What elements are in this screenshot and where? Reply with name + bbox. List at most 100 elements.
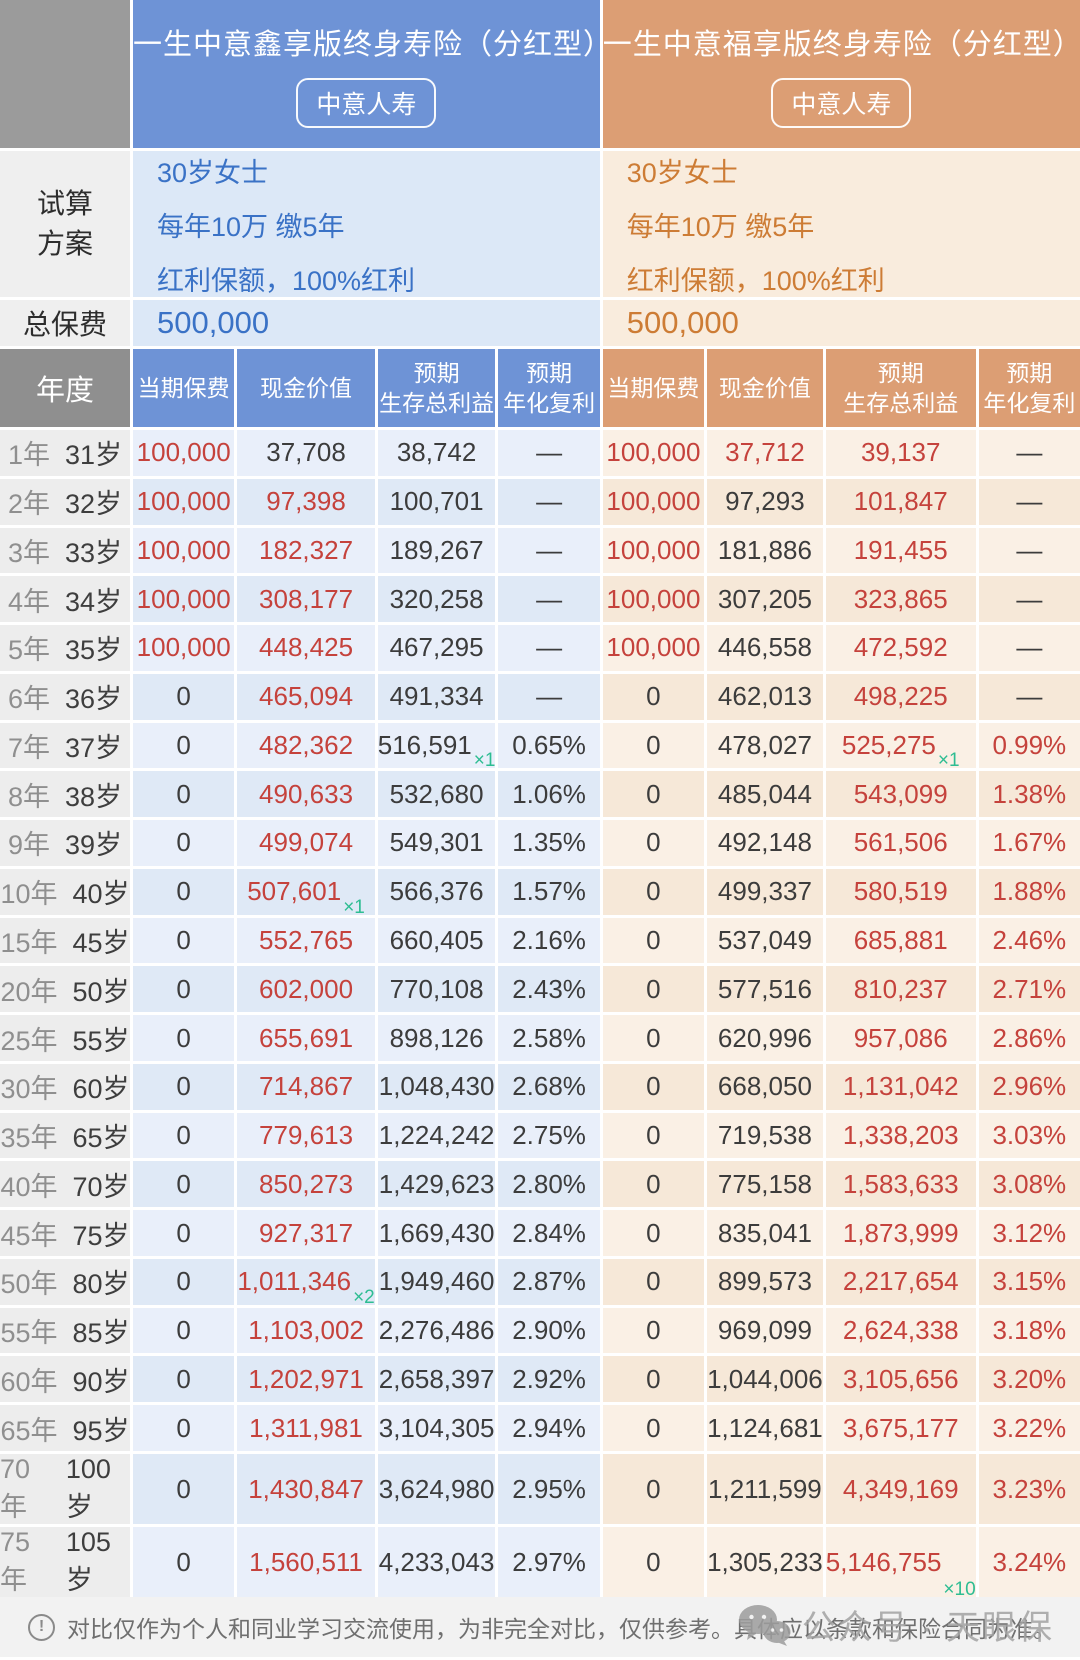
value-cell: 0 (133, 1210, 235, 1256)
value-cell: 2.84% (498, 1210, 600, 1256)
value-cell: 2,276,486 (377, 1307, 496, 1354)
value-cell: 1.38% (978, 771, 1080, 818)
value-cell: — (498, 430, 600, 476)
value-cell: — (978, 478, 1080, 525)
year-cell: 9年 39岁 (0, 820, 130, 866)
value-cell: 191,455 (825, 527, 976, 574)
value-cell: 898,126 (377, 1015, 496, 1061)
value-cell: 1.35% (498, 820, 600, 866)
year-cell: 40年 70岁 (0, 1161, 130, 1208)
value-cell: 580,519 (825, 868, 976, 915)
value-cell: 1,124,681 (707, 1405, 823, 1451)
value-cell: 1.57% (498, 868, 600, 915)
value-cell: 0 (133, 1063, 235, 1110)
insurer-badge-left: 中意人寿 (296, 77, 437, 128)
product-title-left: 一生中意鑫享版终身寿险（分红型） (133, 28, 614, 61)
column-header: 现金价值 (707, 349, 823, 427)
value-cell: 100,000 (602, 576, 705, 623)
value-cell: 2.86% (978, 1015, 1080, 1061)
value-cell: — (978, 430, 1080, 476)
value-cell: 775,158 (707, 1161, 823, 1208)
value-cell: 1,338,203 (825, 1112, 976, 1159)
value-cell: 2.80% (498, 1161, 600, 1208)
insurer-badge-right: 中意人寿 (771, 77, 912, 128)
value-cell: 189,267 (377, 527, 496, 574)
value-cell: 100,000 (133, 576, 235, 623)
value-cell: 2.71% (978, 966, 1080, 1013)
value-cell: 714,867 (237, 1063, 375, 1110)
value-cell: 1,430,847 (237, 1454, 375, 1524)
value-cell: 482,362 (237, 722, 375, 769)
value-cell: 3.20% (978, 1356, 1080, 1403)
value-cell: 499,074 (237, 820, 375, 866)
value-cell: — (498, 527, 600, 574)
value-cell: 462,013 (707, 673, 823, 720)
watermark-text: 公众号 · 天眼保 (801, 1609, 1054, 1647)
year-cell: 50年 80岁 (0, 1258, 130, 1305)
value-cell: 1,305,233 (707, 1527, 823, 1597)
value-cell: 810,237 (825, 966, 976, 1013)
value-cell: — (978, 576, 1080, 623)
value-cell: 0 (133, 1112, 235, 1159)
value-cell: 448,425 (237, 625, 375, 671)
value-cell: 323,865 (825, 576, 976, 623)
year-cell: 45年 75岁 (0, 1210, 130, 1256)
corner-block (0, 0, 130, 148)
value-cell: 2.58% (498, 1015, 600, 1061)
value-cell: 4,349,169 (825, 1454, 976, 1524)
value-cell: 3,675,177 (825, 1405, 976, 1451)
year-cell: 3年 33岁 (0, 527, 130, 574)
total-premium-label: 总保费 (0, 300, 130, 346)
value-cell: 0 (602, 1405, 705, 1451)
value-cell: 0 (133, 1527, 235, 1597)
value-cell: 685,881 (825, 917, 976, 964)
value-cell: 1.88% (978, 868, 1080, 915)
value-cell: 2.94% (498, 1405, 600, 1451)
value-cell: 0 (602, 722, 705, 769)
value-cell: 2.92% (498, 1356, 600, 1403)
value-cell: 0 (602, 966, 705, 1013)
value-cell: 100,000 (602, 478, 705, 525)
value-cell: 532,680 (377, 771, 496, 818)
plan-details-left: 30岁女士 每年10万 缴5年 红利保额，100%红利 (133, 151, 600, 297)
value-cell: 490,633 (237, 771, 375, 818)
year-cell: 25年 55岁 (0, 1015, 130, 1061)
value-cell: 100,000 (133, 430, 235, 476)
value-cell: 0 (602, 820, 705, 866)
value-cell: 485,044 (707, 771, 823, 818)
value-cell: 0.99% (978, 722, 1080, 769)
value-cell: 0 (602, 1307, 705, 1354)
value-cell: 668,050 (707, 1063, 823, 1110)
value-cell: 3.23% (978, 1454, 1080, 1524)
column-header: 预期 生存总利益 (825, 349, 976, 427)
value-cell: 0 (133, 917, 235, 964)
value-cell: 516,591 ×1 (377, 722, 496, 770)
value-cell: 0 (133, 673, 235, 720)
value-cell: — (498, 478, 600, 525)
value-cell: 182,327 (237, 527, 375, 574)
value-cell: 549,301 (377, 820, 496, 866)
value-cell: 1,044,006 (707, 1356, 823, 1403)
value-cell: 620,996 (707, 1015, 823, 1061)
value-cell: 100,701 (377, 478, 496, 525)
value-cell: 2,217,654 (825, 1258, 976, 1305)
value-cell: 0 (133, 1307, 235, 1354)
watermark: 公众号 · 天眼保 (738, 1600, 1054, 1649)
value-cell: 525,275 ×1 (825, 722, 976, 770)
value-cell: 4,233,043 (377, 1527, 496, 1597)
value-cell: 2.90% (498, 1307, 600, 1354)
value-cell: 770,108 (377, 966, 496, 1013)
value-cell: 0 (602, 1063, 705, 1110)
value-cell: 0 (602, 1454, 705, 1524)
value-cell: 499,337 (707, 868, 823, 915)
value-cell: 899,573 (707, 1258, 823, 1305)
value-cell: 0 (133, 1015, 235, 1061)
value-cell: 3,624,980 (377, 1454, 496, 1524)
value-cell: 320,258 (377, 576, 496, 623)
total-premium-right: 500,000 (602, 300, 1080, 346)
value-cell: 3.15% (978, 1258, 1080, 1305)
comparison-table: 一生中意鑫享版终身寿险（分红型） 中意人寿 一生中意福享版终身寿险（分红型） 中… (0, 0, 1080, 1599)
value-cell: 602,000 (237, 966, 375, 1013)
year-cell: 4年 34岁 (0, 576, 130, 623)
value-cell: 37,708 (237, 430, 375, 476)
